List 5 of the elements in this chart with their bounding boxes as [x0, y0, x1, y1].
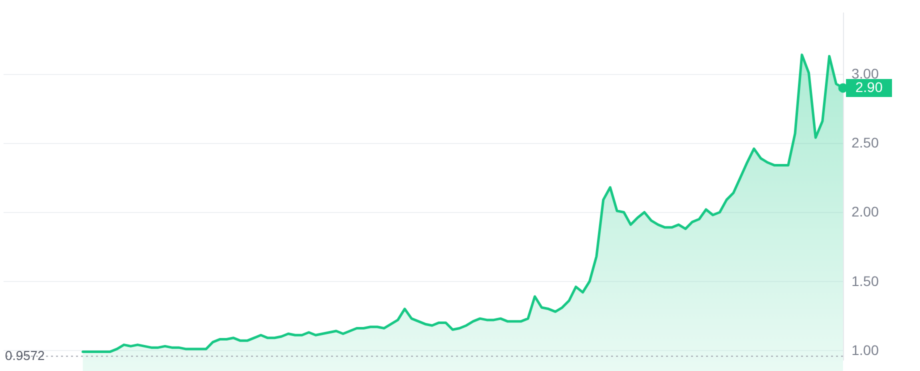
- y-tick-label: 1.50: [852, 272, 879, 289]
- ref-line-label: 0.9572: [5, 348, 45, 364]
- y-tick-label: 2.00: [852, 204, 879, 220]
- y-tick-label: 2.50: [852, 134, 879, 151]
- y-tick-label: 1.00: [852, 342, 879, 358]
